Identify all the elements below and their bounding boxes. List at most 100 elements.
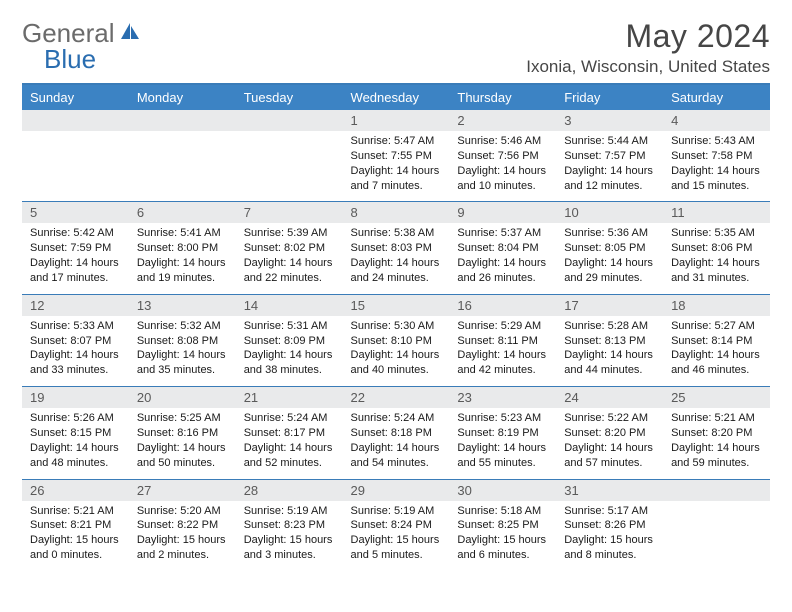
- day-content-cell: Sunrise: 5:41 AMSunset: 8:00 PMDaylight:…: [129, 223, 236, 294]
- sunset-line: Sunset: 8:08 PM: [137, 335, 218, 347]
- daylight-line: Daylight: 14 hours and 7 minutes.: [351, 165, 440, 192]
- calendar-table: Sunday Monday Tuesday Wednesday Thursday…: [22, 83, 770, 571]
- daylight-line: Daylight: 14 hours and 52 minutes.: [244, 442, 333, 469]
- sunrise-line: Sunrise: 5:29 AM: [457, 320, 541, 332]
- sunrise-line: Sunrise: 5:42 AM: [30, 227, 114, 239]
- day-content-cell: Sunrise: 5:38 AMSunset: 8:03 PMDaylight:…: [343, 223, 450, 294]
- daylight-line: Daylight: 14 hours and 57 minutes.: [564, 442, 653, 469]
- day-number-cell: 23: [449, 387, 556, 409]
- daylight-line: Daylight: 14 hours and 15 minutes.: [671, 165, 760, 192]
- sunset-line: Sunset: 8:04 PM: [457, 242, 538, 254]
- day-content-cell: Sunrise: 5:47 AMSunset: 7:55 PMDaylight:…: [343, 131, 450, 202]
- logo-sail-icon: [119, 21, 141, 46]
- sunset-line: Sunset: 8:10 PM: [351, 335, 432, 347]
- day-content-cell: Sunrise: 5:21 AMSunset: 8:21 PMDaylight:…: [22, 501, 129, 571]
- day-content-cell: Sunrise: 5:26 AM Sunset: 8:15 PM Daylight:…: [22, 408, 129, 479]
- sunrise-line: Sunrise: 5:36 AM: [564, 227, 648, 239]
- sunrise-line: Sunrise: 5:43 AM: [671, 135, 755, 147]
- day-content-cell: Sunrise: 5:39 AMSunset: 8:02 PMDaylight:…: [236, 223, 343, 294]
- sunset-line: Sunset: 8:03 PM: [351, 242, 432, 254]
- day-number-cell: 5: [22, 202, 129, 224]
- month-title: May 2024: [526, 18, 770, 55]
- sunset-line: Sunset: 8:11 PM: [457, 335, 538, 347]
- location: Ixonia, Wisconsin, United States: [526, 57, 770, 77]
- day-number-cell: 28: [236, 479, 343, 501]
- daylight-line: Daylight: 14 hours and 35 minutes.: [137, 349, 226, 376]
- content-row: Sunrise: 5:21 AMSunset: 8:21 PMDaylight:…: [22, 501, 770, 571]
- header: General May 2024 Ixonia, Wisconsin, Unit…: [22, 18, 770, 77]
- sunset-line: Sunset: 8:20 PM: [564, 427, 645, 439]
- day-number-cell: 18: [663, 294, 770, 316]
- sunrise-line: Sunrise: 5:25 AM: [137, 412, 221, 424]
- day-number-cell: [236, 110, 343, 131]
- sunrise-line: Sunrise: 5:39 AM: [244, 227, 328, 239]
- sunrise-line: Sunrise: 5:31 AM: [244, 320, 328, 332]
- sunrise-line: Sunrise: 5:44 AM: [564, 135, 648, 147]
- day-number-cell: 24: [556, 387, 663, 409]
- sunset-line: Sunset: 7:58 PM: [671, 150, 752, 162]
- sunset-line: Sunset: 8:06 PM: [671, 242, 752, 254]
- daylight-line: Daylight: 14 hours and 42 minutes.: [457, 349, 546, 376]
- daylight-line: Daylight: 14 hours and 55 minutes.: [457, 442, 546, 469]
- sunrise-line: Sunrise: 5:33 AM: [30, 320, 114, 332]
- sunset-line: Sunset: 8:24 PM: [351, 519, 432, 531]
- day-content-cell: Sunrise: 5:44 AMSunset: 7:57 PMDaylight:…: [556, 131, 663, 202]
- day-number-cell: 19: [22, 387, 129, 409]
- day-number-cell: 3: [556, 110, 663, 131]
- sunrise-line: Sunrise: 5:35 AM: [671, 227, 755, 239]
- sunrise-line: Sunrise: 5:37 AM: [457, 227, 541, 239]
- sunset-line: Sunset: 8:16 PM: [137, 427, 218, 439]
- sunset-line: Sunset: 8:25 PM: [457, 519, 538, 531]
- day-number-cell: [663, 479, 770, 501]
- daylight-line: Daylight: 14 hours and 38 minutes.: [244, 349, 333, 376]
- day-content-cell: Sunrise: 5:30 AMSunset: 8:10 PMDaylight:…: [343, 316, 450, 387]
- logo-text-blue: Blue: [44, 44, 96, 74]
- day-number-cell: 8: [343, 202, 450, 224]
- sunset-line: Sunset: 7:55 PM: [351, 150, 432, 162]
- sunset-line: Sunset: 8:18 PM: [351, 427, 432, 439]
- daynum-row: 19202122232425: [22, 387, 770, 409]
- daylight-line: Daylight: 15 hours and 3 minutes.: [244, 534, 333, 561]
- day-content-cell: Sunrise: 5:27 AMSunset: 8:14 PMDaylight:…: [663, 316, 770, 387]
- daylight-line: Daylight: 14 hours and 29 minutes.: [564, 257, 653, 284]
- day-number-cell: 9: [449, 202, 556, 224]
- sunset-line: Sunset: 8:17 PM: [244, 427, 325, 439]
- sunrise-line: Sunrise: 5:20 AM: [137, 505, 221, 517]
- day-content-cell: Sunrise: 5:32 AMSunset: 8:08 PMDaylight:…: [129, 316, 236, 387]
- sunset-line: Sunset: 8:05 PM: [564, 242, 645, 254]
- sunrise-line: Sunrise: 5:18 AM: [457, 505, 541, 517]
- sunset-line: Sunset: 8:26 PM: [564, 519, 645, 531]
- day-content-cell: Sunrise: 5:35 AMSunset: 8:06 PMDaylight:…: [663, 223, 770, 294]
- daylight-line: Daylight: 14 hours and 19 minutes.: [137, 257, 226, 284]
- day-header: Tuesday: [236, 84, 343, 110]
- sunrise-line: Sunrise: 5:46 AM: [457, 135, 541, 147]
- day-number-cell: 22: [343, 387, 450, 409]
- day-number-cell: 31: [556, 479, 663, 501]
- day-number-cell: 10: [556, 202, 663, 224]
- sunrise-line: Sunrise: 5:38 AM: [351, 227, 435, 239]
- day-content-cell: [129, 131, 236, 202]
- day-content-cell: Sunrise: 5:42 AMSunset: 7:59 PMDaylight:…: [22, 223, 129, 294]
- day-number-cell: 4: [663, 110, 770, 131]
- sunrise-line: Sunrise: 5:22 AM: [564, 412, 648, 424]
- sunset-line: Sunset: 8:15 PM: [30, 427, 111, 439]
- day-number-cell: 14: [236, 294, 343, 316]
- daylight-line: Daylight: 15 hours and 5 minutes.: [351, 534, 440, 561]
- sunset-line: Sunset: 8:09 PM: [244, 335, 325, 347]
- day-number-cell: 13: [129, 294, 236, 316]
- sunrise-line: Sunrise: 5:26 AM: [30, 412, 114, 424]
- sunrise-line: Sunrise: 5:17 AM: [564, 505, 648, 517]
- day-content-cell: Sunrise: 5:18 AMSunset: 8:25 PMDaylight:…: [449, 501, 556, 571]
- daynum-row: 1234: [22, 110, 770, 131]
- day-number-cell: 11: [663, 202, 770, 224]
- daylight-line: Daylight: 14 hours and 48 minutes.: [30, 442, 119, 469]
- day-number-cell: 7: [236, 202, 343, 224]
- daylight-line: Daylight: 14 hours and 22 minutes.: [244, 257, 333, 284]
- day-number-cell: 25: [663, 387, 770, 409]
- day-content-cell: Sunrise: 5:33 AMSunset: 8:07 PMDaylight:…: [22, 316, 129, 387]
- day-content-cell: Sunrise: 5:46 AMSunset: 7:56 PMDaylight:…: [449, 131, 556, 202]
- day-header: Saturday: [663, 84, 770, 110]
- sunrise-line: Sunrise: 5:41 AM: [137, 227, 221, 239]
- title-block: May 2024 Ixonia, Wisconsin, United State…: [526, 18, 770, 77]
- content-row: Sunrise: 5:42 AMSunset: 7:59 PMDaylight:…: [22, 223, 770, 294]
